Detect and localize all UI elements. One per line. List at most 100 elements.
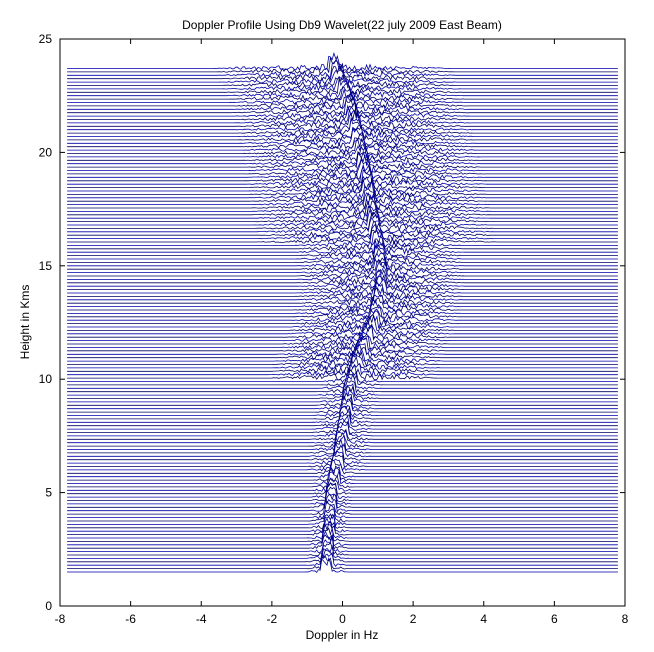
y-tick-label: 15 bbox=[39, 259, 53, 273]
y-tick-label: 20 bbox=[39, 145, 53, 159]
doppler-trace bbox=[67, 221, 618, 238]
x-tick-label: 8 bbox=[622, 612, 629, 626]
doppler-trace bbox=[67, 82, 618, 99]
doppler-trace bbox=[67, 256, 618, 272]
doppler-trace bbox=[67, 555, 618, 570]
doppler-trace bbox=[67, 331, 618, 351]
doppler-trace bbox=[67, 275, 618, 292]
doppler-trace bbox=[67, 545, 618, 560]
doppler-trace bbox=[67, 132, 618, 150]
doppler-trace bbox=[67, 284, 618, 303]
doppler-trace bbox=[67, 259, 618, 275]
chart-title: Doppler Profile Using Db9 Wavelet(22 jul… bbox=[182, 18, 502, 32]
x-tick-label: 0 bbox=[339, 612, 346, 626]
doppler-trace bbox=[67, 86, 618, 102]
doppler-trace bbox=[67, 438, 618, 455]
doppler-trace bbox=[67, 513, 618, 530]
doppler-trace bbox=[67, 176, 618, 194]
doppler-trace bbox=[67, 265, 618, 283]
doppler-trace bbox=[67, 98, 618, 117]
doppler-trace bbox=[67, 163, 618, 181]
doppler-trace bbox=[67, 373, 618, 390]
doppler-trace bbox=[67, 322, 618, 340]
doppler-trace bbox=[67, 295, 618, 313]
x-tick-label: -2 bbox=[267, 612, 278, 626]
doppler-trace bbox=[67, 465, 618, 478]
doppler-trace bbox=[67, 212, 618, 232]
doppler-trace bbox=[67, 477, 618, 493]
doppler-trace bbox=[67, 169, 618, 187]
doppler-trace bbox=[67, 158, 618, 177]
doppler-trace bbox=[67, 272, 618, 289]
doppler-trace bbox=[67, 74, 618, 88]
doppler-trace bbox=[67, 488, 618, 506]
doppler-trace bbox=[67, 115, 618, 133]
doppler-trace bbox=[67, 239, 618, 255]
doppler-trace bbox=[67, 187, 618, 205]
y-tick-label: 5 bbox=[45, 486, 52, 500]
doppler-trace bbox=[67, 51, 618, 72]
doppler-trace bbox=[67, 310, 618, 326]
doppler-trace bbox=[67, 527, 618, 543]
x-tick-label: 2 bbox=[410, 612, 417, 626]
doppler-trace bbox=[67, 428, 618, 441]
doppler-trace bbox=[67, 465, 618, 482]
doppler-trace bbox=[67, 124, 618, 143]
doppler-trace bbox=[67, 517, 618, 533]
doppler-trace bbox=[67, 192, 618, 211]
doppler-trace bbox=[67, 398, 618, 414]
doppler-trace bbox=[67, 442, 618, 458]
doppler-trace bbox=[67, 414, 618, 431]
doppler-trace bbox=[67, 373, 618, 387]
doppler-trace bbox=[67, 521, 618, 536]
doppler-trace bbox=[67, 252, 618, 269]
doppler-trace bbox=[67, 208, 618, 228]
x-tick-label: 6 bbox=[551, 612, 558, 626]
doppler-trace bbox=[67, 94, 618, 112]
doppler-trace bbox=[67, 308, 618, 323]
doppler-trace bbox=[67, 482, 618, 499]
doppler-trace bbox=[67, 458, 618, 472]
doppler-trace bbox=[67, 386, 618, 403]
doppler-trace bbox=[67, 118, 618, 136]
doppler-trace bbox=[67, 206, 618, 224]
y-tick-label: 0 bbox=[45, 599, 52, 613]
doppler-trace bbox=[67, 216, 618, 235]
y-tick-label: 10 bbox=[39, 372, 53, 386]
doppler-trace bbox=[67, 486, 618, 502]
doppler-trace bbox=[67, 180, 618, 201]
doppler-trace bbox=[67, 414, 618, 428]
doppler-trace bbox=[67, 137, 618, 153]
doppler-trace bbox=[67, 450, 618, 465]
doppler-trace bbox=[67, 101, 618, 119]
doppler-trace bbox=[67, 268, 618, 286]
doppler-trace bbox=[67, 109, 618, 126]
doppler-trace bbox=[67, 243, 618, 259]
doppler-trace bbox=[67, 536, 618, 554]
doppler-trace bbox=[67, 150, 618, 170]
doppler-trace bbox=[67, 513, 618, 527]
x-tick-label: -6 bbox=[125, 612, 136, 626]
doppler-trace bbox=[67, 62, 618, 82]
doppler-trace bbox=[67, 429, 618, 444]
doppler-trace bbox=[67, 194, 618, 214]
doppler-trace bbox=[67, 336, 618, 354]
doppler-trace bbox=[67, 362, 618, 378]
doppler-trace bbox=[67, 523, 618, 540]
doppler-trace bbox=[67, 404, 618, 418]
doppler-trace bbox=[67, 314, 618, 330]
doppler-trace bbox=[67, 173, 618, 191]
doppler-trace bbox=[67, 77, 618, 95]
y-axis-label: Height in Kms bbox=[18, 285, 32, 360]
doppler-trace bbox=[67, 542, 618, 556]
doppler-trace bbox=[67, 470, 618, 485]
doppler-trace bbox=[67, 498, 618, 513]
doppler-trace bbox=[67, 343, 618, 361]
y-tick-label: 25 bbox=[39, 32, 53, 46]
doppler-trace bbox=[67, 557, 618, 574]
doppler-trace bbox=[67, 243, 618, 262]
x-tick-label: -4 bbox=[196, 612, 207, 626]
doppler-trace bbox=[67, 410, 618, 424]
